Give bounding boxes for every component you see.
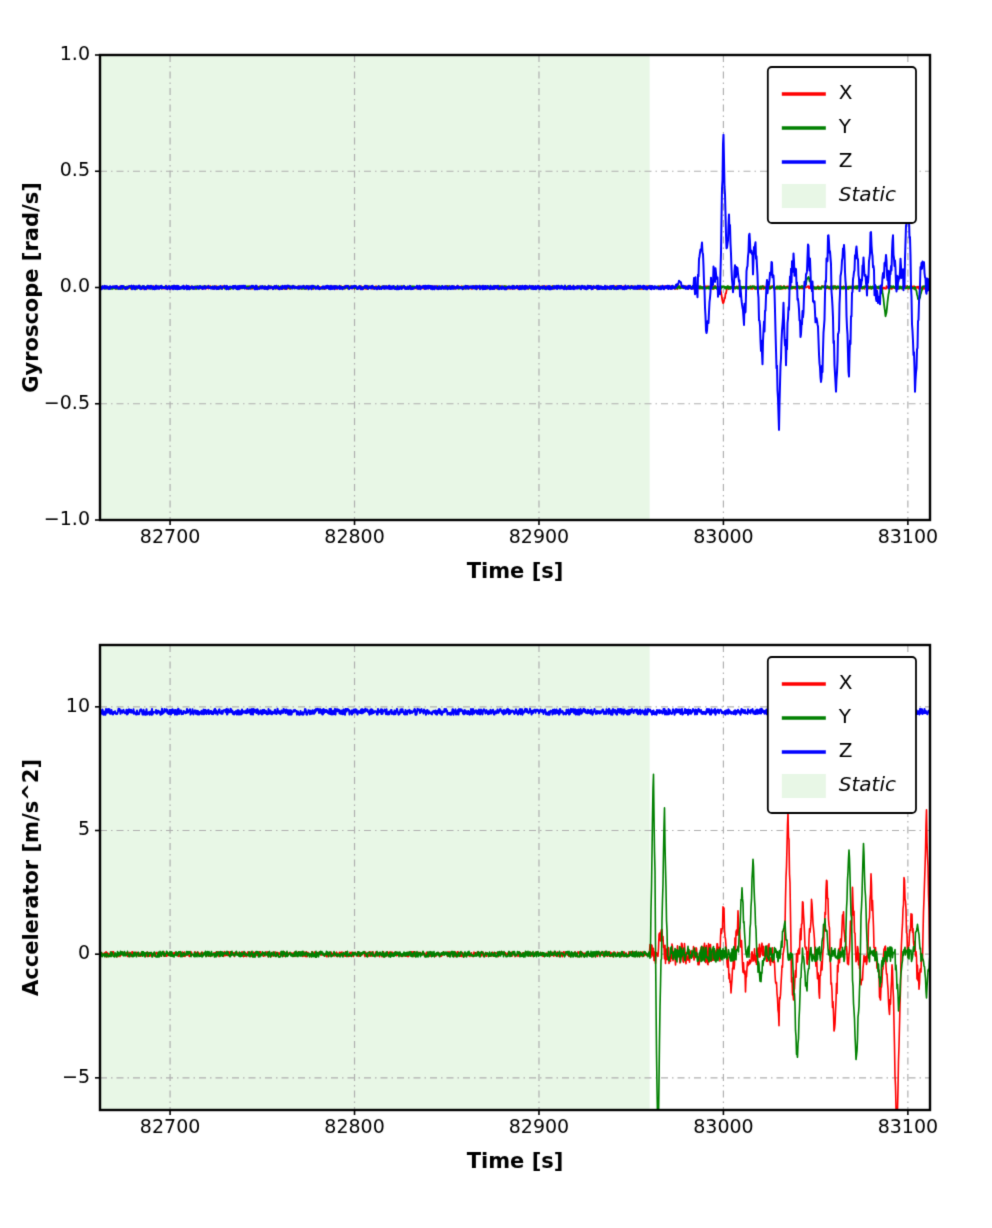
accelerator-chart: [0, 614, 992, 1228]
gyroscope-chart: [0, 0, 992, 614]
